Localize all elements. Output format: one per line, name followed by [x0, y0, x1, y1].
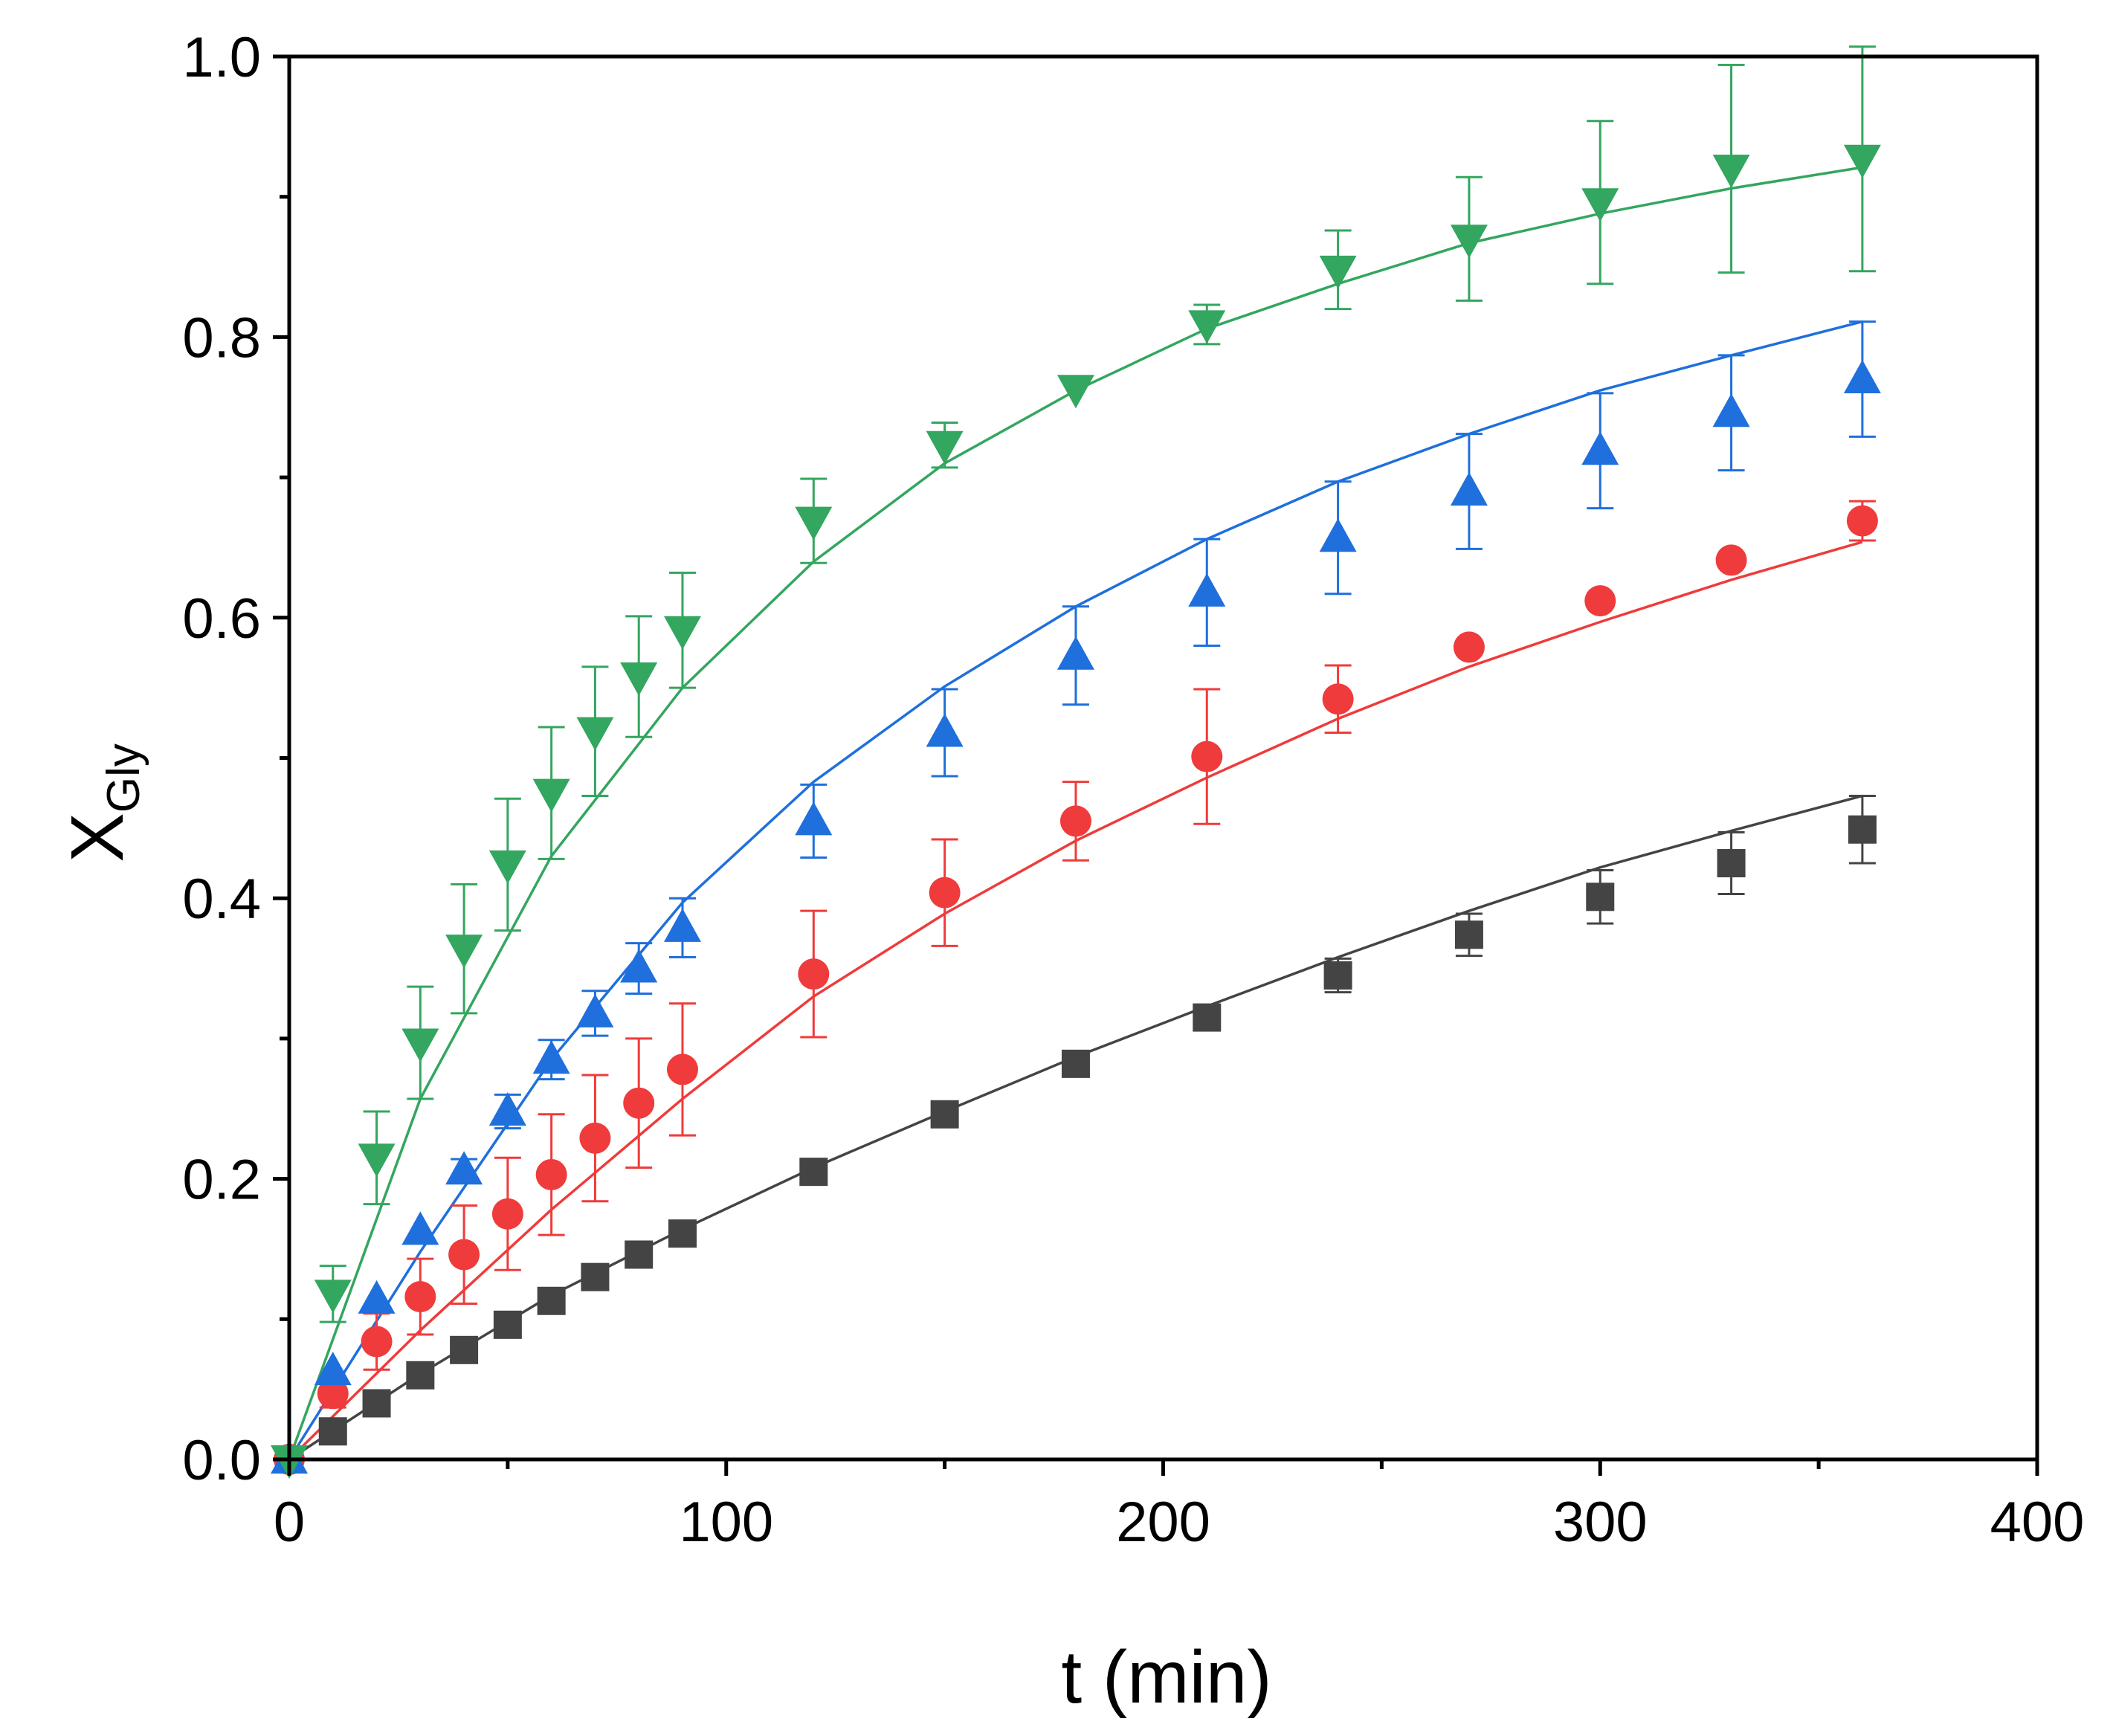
data-point-series-3 [1843, 360, 1881, 394]
data-point-series-3 [445, 1151, 483, 1185]
y-tick-label: 0.8 [182, 306, 261, 370]
data-point-series-4 [1450, 225, 1488, 259]
data-point-series-3 [314, 1352, 352, 1386]
data-point-series-1 [1717, 849, 1746, 878]
data-point-series-1 [668, 1219, 697, 1248]
x-axis-title: t (min) [1061, 1636, 1271, 1719]
data-point-series-4 [576, 717, 614, 751]
data-point-series-1 [406, 1361, 435, 1390]
data-point-series-3 [926, 713, 964, 747]
x-tick-label: 300 [1553, 1491, 1648, 1554]
data-point-series-1 [930, 1100, 959, 1129]
data-point-series-2 [1453, 631, 1485, 663]
data-point-series-2 [535, 1158, 567, 1190]
data-point-series-3 [663, 908, 701, 942]
data-point-series-4 [358, 1143, 396, 1178]
data-point-series-4 [1319, 255, 1357, 289]
data-point-series-4 [314, 1280, 352, 1314]
data-point-series-1 [537, 1286, 566, 1315]
data-point-series-2 [1846, 505, 1878, 537]
data-point-series-1 [362, 1389, 391, 1418]
data-point-series-2 [1191, 740, 1223, 772]
data-point-series-1 [493, 1310, 522, 1339]
data-point-series-1 [1454, 920, 1483, 949]
data-point-series-2 [798, 958, 830, 990]
data-point-series-3 [358, 1280, 396, 1314]
data-point-series-4 [1581, 188, 1619, 222]
data-point-series-2 [404, 1281, 436, 1313]
data-point-series-4 [401, 1028, 439, 1062]
data-point-series-3 [795, 801, 833, 836]
data-point-series-1 [625, 1240, 654, 1269]
data-point-series-3 [488, 1092, 526, 1126]
data-point-series-4 [488, 850, 526, 884]
y-tick-label: 0.4 [182, 868, 261, 931]
data-point-series-1 [1193, 1003, 1222, 1032]
data-point-series-1 [1586, 882, 1615, 911]
data-point-series-2 [666, 1053, 698, 1085]
data-point-series-4 [445, 935, 483, 969]
y-tick-label: 1.0 [182, 26, 261, 89]
data-point-series-1 [1848, 815, 1877, 844]
data-point-series-2 [491, 1198, 523, 1230]
x-tick-label: 100 [679, 1491, 773, 1554]
y-axis-title: XGly [56, 743, 149, 862]
data-point-series-4 [620, 662, 658, 697]
data-point-series-2 [448, 1239, 480, 1271]
data-point-series-1 [450, 1335, 479, 1364]
data-point-series-2 [1322, 683, 1354, 715]
x-tick-label: 0 [274, 1491, 305, 1554]
data-point-series-4 [795, 506, 833, 541]
data-point-series-1 [581, 1262, 610, 1291]
x-tick-label: 200 [1116, 1491, 1210, 1554]
data-point-series-4 [532, 778, 570, 813]
data-point-series-2 [1059, 805, 1091, 837]
x-tick-label: 400 [1990, 1491, 2085, 1554]
data-point-series-2 [623, 1087, 655, 1119]
axes [273, 54, 2039, 1476]
data-point-series-3 [576, 993, 614, 1027]
data-point-series-3 [1581, 431, 1619, 465]
data-point-series-4 [1712, 154, 1750, 188]
data-point-series-2 [929, 877, 961, 909]
data-point-series-3 [401, 1211, 439, 1245]
data-point-series-1 [1061, 1049, 1090, 1078]
data-point-series-4 [1843, 144, 1881, 178]
data-point-series-2 [579, 1122, 611, 1154]
tick-labels: 0 100 200 300 400 0.0 0.2 0.4 0.6 0.8 1.0 [182, 26, 2084, 1554]
data-point-series-2 [317, 1378, 349, 1410]
data-point-series-4 [926, 430, 964, 465]
data-point-series-3 [1712, 393, 1750, 427]
markers [271, 144, 1881, 1479]
data-point-series-3 [1450, 471, 1488, 506]
y-tick-label: 0.6 [182, 587, 261, 651]
data-point-series-3 [1319, 518, 1357, 552]
data-point-series-1 [799, 1158, 828, 1187]
data-point-series-4 [1188, 310, 1226, 344]
data-point-series-1 [1323, 961, 1352, 990]
y-tick-label: 0.0 [182, 1429, 261, 1492]
data-point-series-3 [620, 949, 658, 983]
data-point-series-2 [1584, 585, 1616, 617]
data-point-series-3 [532, 1040, 570, 1074]
data-point-series-1 [318, 1417, 347, 1446]
y-axis-title-subscript: Gly [98, 743, 149, 813]
data-point-series-2 [1715, 544, 1747, 576]
y-axis-title-main: X [56, 813, 139, 862]
data-point-series-2 [361, 1326, 393, 1358]
data-point-series-3 [1188, 572, 1226, 607]
data-point-series-3 [1056, 636, 1094, 670]
y-tick-label: 0.2 [182, 1149, 261, 1212]
data-point-series-4 [1056, 375, 1094, 409]
data-point-series-4 [663, 616, 701, 650]
